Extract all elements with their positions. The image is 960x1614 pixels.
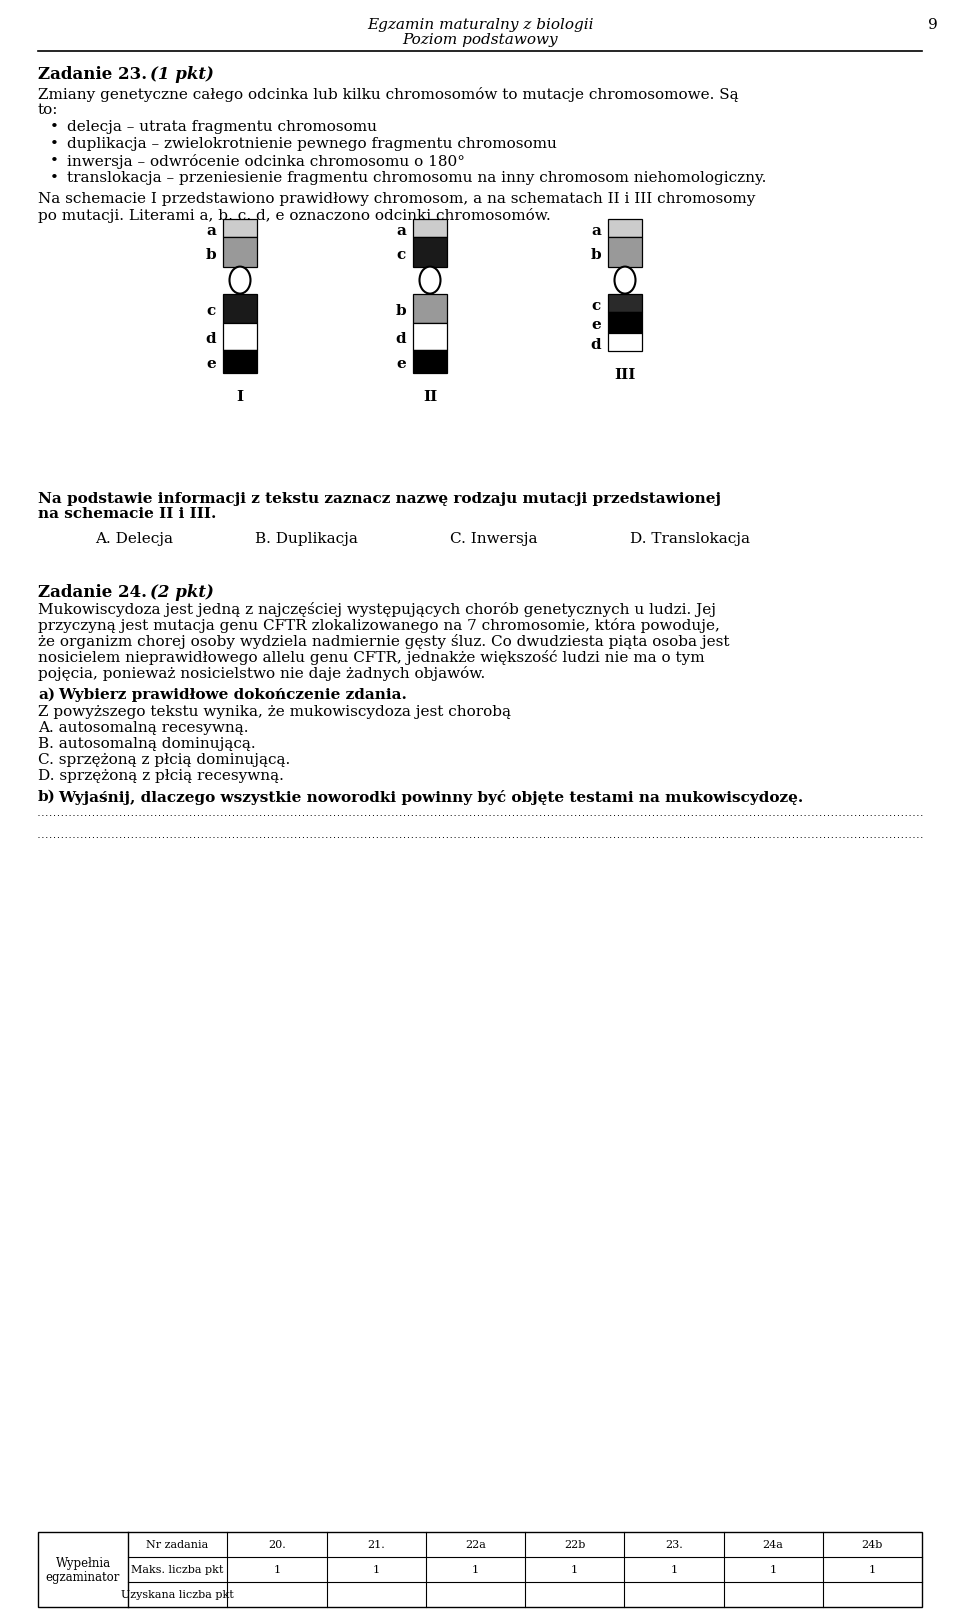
Text: III: III	[614, 368, 636, 383]
Bar	[608, 294, 642, 313]
Text: e: e	[396, 357, 406, 371]
Bar	[223, 294, 257, 324]
Text: 1: 1	[571, 1564, 578, 1575]
Text: b): b)	[38, 789, 56, 804]
Text: egzaminator: egzaminator	[46, 1570, 120, 1583]
Text: duplikacja – zwielokrotnienie pewnego fragmentu chromosomu: duplikacja – zwielokrotnienie pewnego fr…	[67, 137, 557, 150]
Text: że organizm chorej osoby wydziela nadmiernie gęsty śluz. Co dwudziesta piąta oso: że organizm chorej osoby wydziela nadmie…	[38, 634, 730, 649]
Text: C. Inwersja: C. Inwersja	[450, 531, 538, 546]
Text: Wypełnia: Wypełnia	[56, 1556, 110, 1569]
Text: Wyjaśnij, dlaczego wszystkie noworodki powinny być objęte testami na mukowiscydo: Wyjaśnij, dlaczego wszystkie noworodki p…	[58, 789, 804, 804]
Text: 1: 1	[670, 1564, 678, 1575]
Text: e: e	[206, 357, 216, 371]
Bar	[413, 324, 447, 350]
Text: •: •	[50, 153, 59, 168]
Text: Egzamin maturalny z biologii: Egzamin maturalny z biologii	[367, 18, 593, 32]
Text: •: •	[50, 119, 59, 134]
Text: 22b: 22b	[564, 1540, 586, 1549]
Text: Poziom podstawowy: Poziom podstawowy	[402, 32, 558, 47]
Text: d: d	[396, 332, 406, 345]
Bar	[413, 294, 447, 324]
Text: 1: 1	[274, 1564, 280, 1575]
Ellipse shape	[420, 268, 441, 294]
Text: a): a)	[38, 688, 55, 702]
Text: c: c	[591, 299, 601, 313]
Bar	[608, 334, 642, 352]
Text: e: e	[591, 318, 601, 332]
Text: (2 pkt): (2 pkt)	[150, 584, 214, 600]
Text: Uzyskana liczba pkt: Uzyskana liczba pkt	[121, 1590, 234, 1599]
Text: II: II	[422, 391, 437, 404]
Text: inwersja – odwrócenie odcinka chromosomu o 180°: inwersja – odwrócenie odcinka chromosomu…	[67, 153, 465, 169]
Text: •: •	[50, 171, 59, 186]
Text: C. sprzężoną z płcią dominującą.: C. sprzężoną z płcią dominującą.	[38, 752, 290, 767]
Ellipse shape	[614, 268, 636, 294]
Bar	[223, 350, 257, 374]
Text: Na podstawie informacji z tekstu zaznacz nazwę rodzaju mutacji przedstawionej: Na podstawie informacji z tekstu zaznacz…	[38, 492, 721, 505]
Text: 1: 1	[869, 1564, 876, 1575]
Bar	[413, 350, 447, 374]
Text: 21.: 21.	[368, 1540, 385, 1549]
Text: translokacja – przeniesienie fragmentu chromosomu na inny chromosom niehomologic: translokacja – przeniesienie fragmentu c…	[67, 171, 766, 186]
Text: 1: 1	[770, 1564, 777, 1575]
Text: pojęcia, ponieważ nosicielstwo nie daje żadnych objawów.: pojęcia, ponieważ nosicielstwo nie daje …	[38, 665, 485, 681]
Bar	[608, 313, 642, 334]
Text: B. Duplikacja: B. Duplikacja	[255, 531, 358, 546]
Text: 24a: 24a	[762, 1540, 783, 1549]
Bar	[223, 220, 257, 237]
Text: B. autosomalną dominującą.: B. autosomalną dominującą.	[38, 736, 255, 751]
Ellipse shape	[229, 268, 251, 294]
Text: c: c	[396, 247, 406, 261]
Text: na schemacie II i III.: na schemacie II i III.	[38, 507, 216, 521]
Bar	[38, 1532, 922, 1608]
Text: D. Translokacja: D. Translokacja	[630, 531, 750, 546]
Text: •: •	[50, 137, 59, 150]
Text: 1: 1	[471, 1564, 479, 1575]
Text: A. Delecja: A. Delecja	[95, 531, 173, 546]
Text: a: a	[396, 224, 406, 237]
Text: 9: 9	[928, 18, 938, 32]
Bar	[413, 220, 447, 237]
Text: (1 pkt): (1 pkt)	[150, 66, 214, 82]
Text: to:: to:	[38, 103, 59, 116]
Text: a: a	[206, 224, 216, 237]
Text: A. autosomalną recesywną.: A. autosomalną recesywną.	[38, 720, 249, 734]
Text: Zadanie 23.: Zadanie 23.	[38, 66, 153, 82]
Text: Na schemacie I przedstawiono prawidłowy chromosom, a na schematach II i III chro: Na schemacie I przedstawiono prawidłowy …	[38, 192, 756, 207]
Text: c: c	[206, 303, 216, 318]
Bar	[223, 324, 257, 350]
Text: b: b	[590, 247, 601, 261]
Text: Maks. liczba pkt: Maks. liczba pkt	[132, 1564, 224, 1575]
Text: 20.: 20.	[268, 1540, 286, 1549]
Bar	[608, 237, 642, 268]
Bar	[608, 220, 642, 237]
Text: po mutacji. Literami a, b, c, d, e oznaczono odcinki chromosomów.: po mutacji. Literami a, b, c, d, e oznac…	[38, 208, 551, 223]
Text: Mukowiscydoza jest jedną z najczęściej występujących chorób genetycznych u ludzi: Mukowiscydoza jest jedną z najczęściej w…	[38, 602, 716, 617]
Text: nosicielem nieprawidłowego allelu genu CFTR, jednakże większość ludzi nie ma o t: nosicielem nieprawidłowego allelu genu C…	[38, 649, 705, 665]
Text: Nr zadania: Nr zadania	[147, 1540, 208, 1549]
Text: b: b	[205, 247, 216, 261]
Text: Zadanie 24.: Zadanie 24.	[38, 584, 153, 600]
Text: Wybierz prawidłowe dokończenie zdania.: Wybierz prawidłowe dokończenie zdania.	[58, 688, 407, 702]
Bar	[413, 237, 447, 268]
Text: Z powyższego tekstu wynika, że mukowiscydoza jest chorobą: Z powyższego tekstu wynika, że mukowiscy…	[38, 705, 511, 718]
Text: przyczyną jest mutacja genu CFTR zlokalizowanego na 7 chromosomie, która powoduj: przyczyną jest mutacja genu CFTR zlokali…	[38, 618, 720, 633]
Text: 23.: 23.	[665, 1540, 683, 1549]
Text: a: a	[591, 224, 601, 237]
Text: 24b: 24b	[862, 1540, 883, 1549]
Text: delecja – utrata fragmentu chromosomu: delecja – utrata fragmentu chromosomu	[67, 119, 377, 134]
Text: b: b	[396, 303, 406, 318]
Text: Zmiany genetyczne całego odcinka lub kilku chromosomów to mutacje chromosomowe. : Zmiany genetyczne całego odcinka lub kil…	[38, 87, 738, 102]
Text: 22a: 22a	[465, 1540, 486, 1549]
Text: D. sprzężoną z płcią recesywną.: D. sprzężoną z płcią recesywną.	[38, 768, 284, 783]
Text: I: I	[236, 391, 244, 404]
Bar	[223, 237, 257, 268]
Text: d: d	[205, 332, 216, 345]
Text: 1: 1	[372, 1564, 380, 1575]
Text: d: d	[590, 337, 601, 352]
